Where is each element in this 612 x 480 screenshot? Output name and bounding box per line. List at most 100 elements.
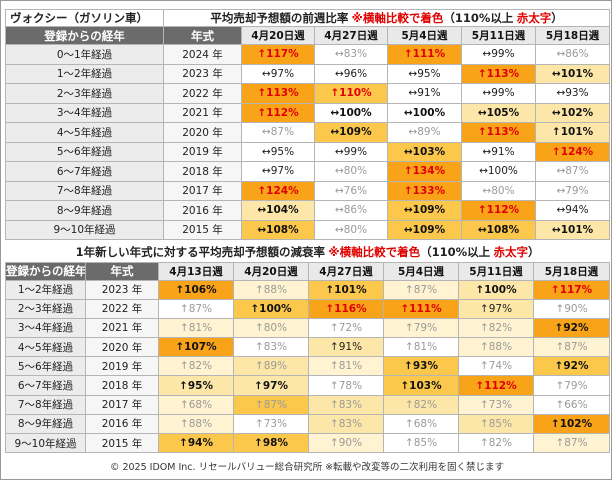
ratio-cell: ↑82% bbox=[458, 317, 534, 339]
ratio-cell: ↔99% bbox=[461, 44, 536, 65]
row-model-year: 2023 年 bbox=[163, 63, 242, 84]
row-model-year: 2015 年 bbox=[163, 219, 242, 240]
ratio-value: ↔103% bbox=[403, 145, 446, 158]
row-model-year: 2016 年 bbox=[85, 413, 159, 435]
week-header: 5月4日週 bbox=[387, 26, 462, 45]
ratio-cell: ↔100% bbox=[461, 161, 536, 182]
row-elapsed-label: 2～3年経過 bbox=[5, 298, 86, 319]
table-row: 4～5年経過 2020 年 ↑107% ↑83% ↑91% ↑81% ↑88% ↑87% bbox=[5, 337, 611, 358]
ratio-value: ↔101% bbox=[551, 223, 594, 236]
col-header-year: 年式 bbox=[85, 261, 159, 281]
ratio-value: ↑91% bbox=[329, 341, 363, 354]
ratio-value: ↑87% bbox=[179, 302, 213, 315]
row-elapsed-label: 6～7年経過 bbox=[5, 161, 164, 182]
ratio-value: ↑124% bbox=[257, 184, 299, 197]
ratio-value: ↑82% bbox=[404, 398, 438, 411]
ratio-cell: ↑90% bbox=[308, 432, 384, 454]
table-row: 9～10年経過 2015 年 ↔108% ↔80% ↔109% ↔108% ↔101% bbox=[5, 219, 611, 240]
ratio-cell: ↔104% bbox=[241, 200, 315, 221]
ratio-value: ↑112% bbox=[475, 379, 517, 392]
ratio-cell: ↑110% bbox=[314, 83, 388, 104]
ratio-cell: ↑124% bbox=[241, 180, 315, 201]
ratio-value: ↑111% bbox=[403, 48, 446, 61]
ratio-cell: ↑79% bbox=[532, 375, 611, 396]
ratio-cell: ↔86% bbox=[534, 44, 611, 65]
ratio-cell: ↑82% bbox=[158, 356, 234, 377]
ratio-cell: ↔102% bbox=[534, 102, 611, 123]
ratio-value: ↔86% bbox=[556, 48, 589, 61]
depreciation-rate-table: 1年新しい年式に対する平均売却予想額の減衰率 ※横軸比較で着色（110%以上 赤… bbox=[5, 243, 611, 454]
ratio-value: ↔100% bbox=[330, 106, 372, 119]
col-header-year: 年式 bbox=[163, 26, 242, 45]
ratio-value: ↑90% bbox=[329, 437, 363, 450]
ratio-value: ↑66% bbox=[555, 398, 588, 411]
ratio-cell: ↑112% bbox=[241, 102, 315, 123]
ratio-cell: ↑73% bbox=[458, 394, 534, 415]
ratio-value: ↑112% bbox=[477, 204, 520, 217]
ratio-value: ↔99% bbox=[482, 87, 515, 100]
row-model-year: 2024 年 bbox=[163, 44, 242, 65]
ratio-value: ↔86% bbox=[334, 204, 368, 217]
week-header: 5月4日週 bbox=[383, 261, 459, 281]
ratio-value: ↑81% bbox=[179, 321, 213, 334]
table-row: 8～9年経過 2016 年 ↑88% ↑73% ↑83% ↑68% ↑85% ↑102% bbox=[5, 413, 611, 435]
ratio-value: ↑124% bbox=[551, 145, 594, 158]
ratio-value: ↑83% bbox=[329, 398, 363, 411]
ratio-value: ↔96% bbox=[334, 67, 368, 80]
table-row: 4～5年経過 2020 年 ↔87% ↔109% ↔89% ↑113% ↑101% bbox=[5, 122, 611, 143]
ratio-cell: ↔109% bbox=[314, 122, 388, 143]
ratio-cell: ↑103% bbox=[383, 375, 459, 396]
row-elapsed-label: 4～5年経過 bbox=[5, 337, 86, 358]
ratio-cell: ↔80% bbox=[461, 180, 536, 201]
ratio-value: ↔97% bbox=[261, 67, 295, 80]
ratio-cell: ↔87% bbox=[241, 122, 315, 143]
ratio-value: ↔87% bbox=[556, 165, 589, 178]
row-model-year: 2018 年 bbox=[85, 375, 159, 396]
row-elapsed-label: 2～3年経過 bbox=[5, 83, 164, 104]
table-row: 0～1年経過 2024 年 ↑117% ↔83% ↑111% ↔99% ↔86% bbox=[5, 44, 611, 65]
table-row: 6～7年経過 2018 年 ↔97% ↔80% ↑134% ↔100% ↔87% bbox=[5, 161, 611, 182]
ratio-cell: ↔100% bbox=[314, 102, 388, 123]
ratio-cell: ↑87% bbox=[532, 337, 611, 358]
row-elapsed-label: 3～4年経過 bbox=[5, 317, 86, 339]
ratio-value: ↑107% bbox=[175, 341, 217, 354]
ratio-cell: ↑88% bbox=[233, 279, 309, 300]
ratio-value: ↔100% bbox=[403, 106, 446, 119]
ratio-value: ↑90% bbox=[555, 302, 588, 315]
ratio-value: ↑87% bbox=[555, 341, 588, 354]
ratio-value: ↑81% bbox=[329, 360, 363, 373]
ratio-value: ↔83% bbox=[334, 48, 368, 61]
ratio-cell: ↑124% bbox=[534, 141, 611, 162]
row-elapsed-label: 4～5年経過 bbox=[5, 122, 164, 143]
ratio-cell: ↔79% bbox=[534, 180, 611, 201]
ratio-cell: ↑102% bbox=[532, 413, 611, 435]
ratio-value: ↑113% bbox=[257, 87, 299, 100]
section1-note-red: 赤太字 bbox=[516, 11, 552, 25]
ratio-value: ↔89% bbox=[408, 126, 441, 139]
ratio-cell: ↔109% bbox=[387, 200, 462, 221]
ratio-cell: ↑80% bbox=[233, 317, 309, 339]
row-elapsed-label: 5～6年経過 bbox=[5, 356, 86, 377]
ratio-cell: ↑101% bbox=[308, 279, 384, 300]
row-model-year: 2020 年 bbox=[85, 337, 159, 358]
ratio-cell: ↑113% bbox=[461, 122, 536, 143]
section2-note-red: 赤太字 bbox=[493, 245, 528, 260]
ratio-value: ↑74% bbox=[479, 360, 513, 373]
ratio-cell: ↔101% bbox=[534, 63, 611, 84]
week-header: 4月20日週 bbox=[241, 26, 315, 45]
section1-note-close: ） bbox=[551, 11, 563, 25]
weekly-ratio-table: ヴォクシー（ガソリン車） 平均売却予想額の前週比率 ※横軸比較で着色（110%以… bbox=[5, 9, 611, 240]
ratio-value: ↑88% bbox=[254, 283, 288, 296]
ratio-cell: ↑100% bbox=[233, 298, 309, 319]
ratio-cell: ↑72% bbox=[308, 317, 384, 339]
ratio-value: ↑95% bbox=[179, 379, 213, 392]
ratio-cell: ↑92% bbox=[532, 317, 611, 339]
ratio-cell: ↑91% bbox=[308, 337, 384, 358]
ratio-cell: ↑85% bbox=[383, 432, 459, 454]
ratio-value: ↔100% bbox=[479, 165, 518, 178]
row-model-year: 2020 年 bbox=[163, 122, 242, 143]
ratio-cell: ↑88% bbox=[458, 337, 534, 358]
ratio-value: ↑106% bbox=[175, 283, 217, 296]
week-header: 4月13日週 bbox=[158, 261, 234, 281]
